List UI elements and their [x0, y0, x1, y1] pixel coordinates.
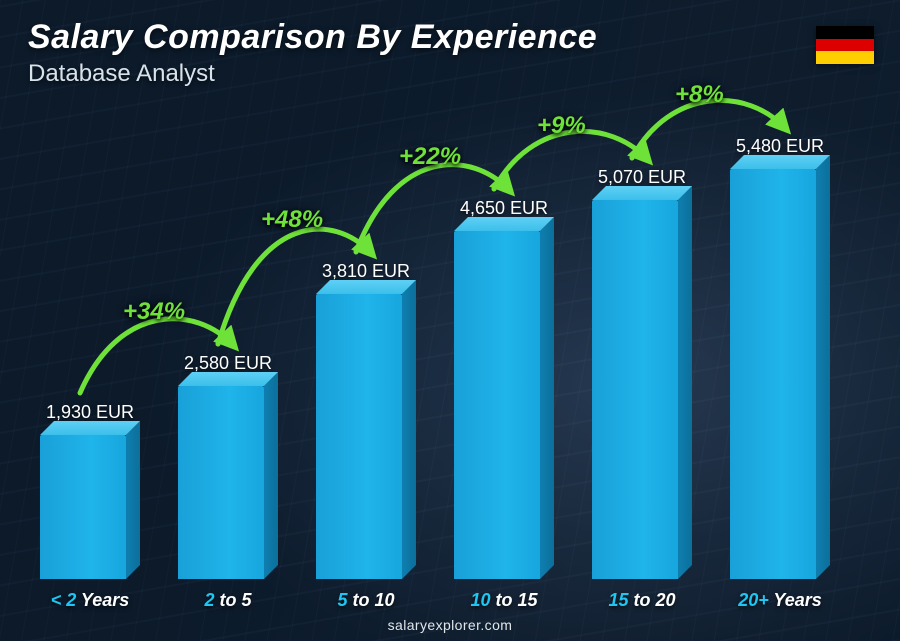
footer-attribution: salaryexplorer.com	[0, 617, 900, 633]
germany-flag-icon	[816, 26, 874, 64]
bar-side-face	[678, 186, 692, 579]
growth-percent-label: +22%	[399, 143, 461, 171]
bar	[40, 435, 140, 579]
bar-front-face	[454, 231, 540, 579]
bar-value-label: 5,480 EUR	[736, 136, 824, 157]
bar	[178, 386, 278, 579]
bar-value-label: 1,930 EUR	[46, 402, 134, 423]
bar-front-face	[730, 169, 816, 579]
x-axis-label-rest: Years	[76, 590, 129, 610]
bar-side-face	[126, 421, 140, 579]
x-axis-label-accent: < 2	[51, 590, 77, 610]
flag-stripe-black	[816, 26, 874, 39]
bar-column: 2,580 EUR	[168, 353, 288, 579]
bar-top-face	[454, 217, 554, 231]
bar-value-label: 5,070 EUR	[598, 167, 686, 188]
x-axis-label-accent: 2	[204, 590, 214, 610]
x-axis-label: 5 to 10	[306, 590, 426, 611]
bar-value-label: 2,580 EUR	[184, 353, 272, 374]
x-axis-label-accent: 10	[470, 590, 490, 610]
x-axis-label-rest: to 15	[491, 590, 538, 610]
growth-percent-label: +9%	[537, 112, 586, 140]
x-axis-label-rest: to 5	[215, 590, 252, 610]
x-axis-label-rest: to 10	[348, 590, 395, 610]
bar-top-face	[592, 186, 692, 200]
x-axis-label-accent: 20+	[738, 590, 769, 610]
x-axis-label: 15 to 20	[582, 590, 702, 611]
bar	[454, 231, 554, 579]
bar-front-face	[316, 294, 402, 579]
x-axis-label: < 2 Years	[30, 590, 150, 611]
bar	[730, 169, 830, 579]
x-axis-label: 10 to 15	[444, 590, 564, 611]
bar-front-face	[178, 386, 264, 579]
growth-percent-label: +48%	[261, 206, 323, 234]
growth-percent-label: +34%	[123, 298, 185, 326]
bar-side-face	[402, 280, 416, 579]
bar-column: 5,070 EUR	[582, 167, 702, 579]
bar-column: 3,810 EUR	[306, 261, 426, 579]
x-axis-label: 20+ Years	[720, 590, 840, 611]
bar	[316, 294, 416, 579]
bar-front-face	[40, 435, 126, 579]
x-axis-label-rest: to 20	[629, 590, 676, 610]
bar-value-label: 3,810 EUR	[322, 261, 410, 282]
x-axis-label: 2 to 5	[168, 590, 288, 611]
bar-top-face	[40, 421, 140, 435]
page-title: Salary Comparison By Experience	[28, 18, 597, 57]
salary-bar-chart: 1,930 EUR 2,580 EUR 3,810 EUR 4,650 EUR 5,07…	[30, 109, 840, 579]
bar-value-label: 4,650 EUR	[460, 198, 548, 219]
flag-stripe-gold	[816, 51, 874, 64]
bar	[592, 200, 692, 579]
x-axis-label-accent: 5	[337, 590, 347, 610]
bar-top-face	[178, 372, 278, 386]
bar-column: 4,650 EUR	[444, 198, 564, 579]
bar-side-face	[816, 155, 830, 579]
bar-column: 5,480 EUR	[720, 136, 840, 579]
bar-top-face	[316, 280, 416, 294]
bar-top-face	[730, 155, 830, 169]
bar-side-face	[264, 372, 278, 579]
x-axis-label-rest: Years	[769, 590, 822, 610]
growth-percent-label: +8%	[675, 81, 724, 109]
flag-stripe-red	[816, 39, 874, 52]
page-subtitle: Database Analyst	[28, 60, 215, 88]
bar-column: 1,930 EUR	[30, 402, 150, 579]
infographic-stage: Salary Comparison By Experience Database…	[0, 0, 900, 641]
bar-side-face	[540, 217, 554, 579]
x-axis-labels: < 2 Years 2 to 5 5 to 10 10 to 15 15 to 20 20…	[30, 590, 840, 611]
x-axis-label-accent: 15	[608, 590, 628, 610]
bar-front-face	[592, 200, 678, 579]
